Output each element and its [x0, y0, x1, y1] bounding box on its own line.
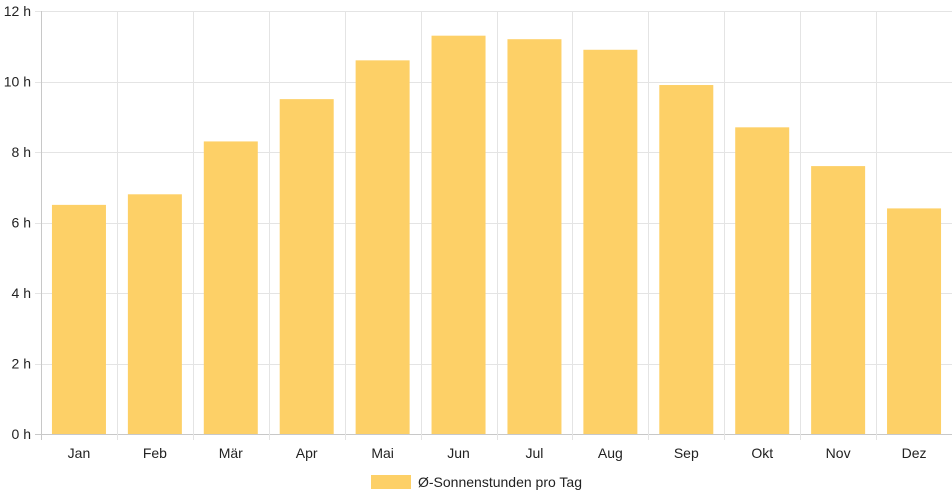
x-tick-label: Aug — [598, 445, 623, 461]
grid-layer — [35, 11, 952, 440]
x-tick-label: Jun — [447, 445, 470, 461]
bar-dez[interactable] — [887, 208, 942, 434]
axis-layer: 0 h 2 h 4 h 6 h 8 h 10 h 12 h Jan Feb Mär Apr Mai Ju… — [4, 3, 927, 461]
bar-jun[interactable] — [431, 35, 486, 435]
x-tick-label: Nov — [826, 445, 851, 461]
y-tick-label: 0 h — [12, 426, 31, 442]
bar-okt[interactable] — [735, 127, 790, 434]
bar-sep[interactable] — [659, 85, 714, 435]
y-tick-label: 6 h — [12, 215, 31, 231]
y-tick-label: 12 h — [4, 3, 31, 19]
bar-aug[interactable] — [583, 49, 638, 435]
x-tick-label: Feb — [143, 445, 167, 461]
bar-nov[interactable] — [811, 166, 866, 434]
x-tick-label: Jul — [526, 445, 544, 461]
bars-layer — [51, 35, 942, 435]
legend-swatch[interactable] — [371, 475, 411, 489]
bar-feb[interactable] — [127, 194, 182, 434]
bar-jul[interactable] — [507, 39, 562, 434]
y-tick-label: 8 h — [12, 144, 31, 160]
y-tick-label: 2 h — [12, 356, 31, 372]
bar-jan[interactable] — [51, 204, 106, 434]
x-tick-label: Okt — [751, 445, 773, 461]
legend-label[interactable]: Ø-Sonnenstunden pro Tag — [418, 474, 582, 490]
bar-mär[interactable] — [203, 141, 258, 435]
x-tick-label: Apr — [296, 445, 318, 461]
bar-mai[interactable] — [355, 60, 410, 434]
x-tick-label: Mai — [371, 445, 394, 461]
x-tick-label: Sep — [674, 445, 699, 461]
x-tick-label: Dez — [902, 445, 927, 461]
y-tick-label: 4 h — [12, 285, 31, 301]
y-tick-label: 10 h — [4, 74, 31, 90]
legend[interactable]: Ø-Sonnenstunden pro Tag — [371, 474, 582, 490]
x-tick-label: Mär — [219, 445, 243, 461]
bar-apr[interactable] — [279, 99, 334, 434]
x-tick-label: Jan — [68, 445, 91, 461]
